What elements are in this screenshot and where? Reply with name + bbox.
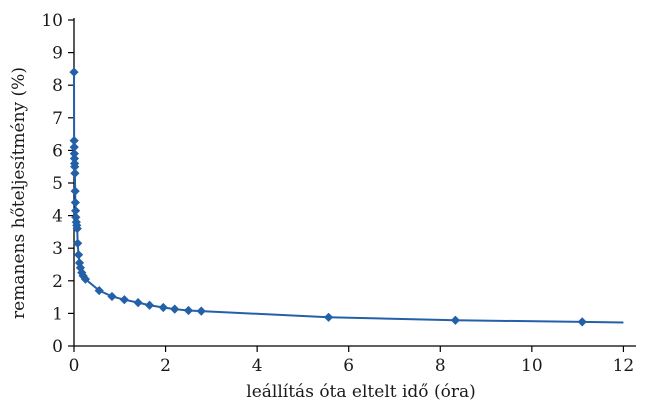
y-tick-label: 4 xyxy=(52,207,63,227)
data-point-marker xyxy=(77,268,87,278)
data-point-marker xyxy=(69,142,79,152)
data-point-marker xyxy=(69,153,80,164)
x-axis-label: leállítás óta eltelt idő (óra) xyxy=(246,382,475,400)
x-tick-label: 10 xyxy=(521,356,543,376)
y-tick-label: 2 xyxy=(52,272,63,292)
data-point-marker xyxy=(323,312,334,322)
data-point-marker xyxy=(577,317,587,327)
x-tick-label: 6 xyxy=(343,356,354,376)
y-tick-label: 5 xyxy=(52,174,63,194)
data-point-marker xyxy=(70,197,80,208)
y-axis-ticks: 0 1 2 3 4 5 6 7 8 9 10 xyxy=(41,11,74,357)
y-tick-label: 6 xyxy=(52,141,63,161)
data-point-marker xyxy=(170,304,180,314)
data-point-marker xyxy=(119,295,129,305)
data-point-marker xyxy=(73,250,84,260)
y-tick-label: 3 xyxy=(52,239,63,259)
data-point-marker xyxy=(196,306,206,316)
x-tick-label: 0 xyxy=(69,356,80,376)
data-point-marker xyxy=(133,298,143,308)
y-tick-label: 9 xyxy=(52,44,63,64)
data-point-marker xyxy=(94,285,104,296)
data-point-marker xyxy=(73,238,83,248)
y-tick-label: 7 xyxy=(52,109,63,129)
data-point-marker xyxy=(107,291,117,302)
series-layer xyxy=(69,67,624,327)
y-tick-label: 0 xyxy=(52,337,63,357)
data-point-marker xyxy=(183,305,194,316)
data-point-marker xyxy=(69,136,79,146)
x-tick-label: 12 xyxy=(613,356,635,376)
x-tick-label: 8 xyxy=(435,356,446,376)
x-tick-label: 2 xyxy=(160,356,171,376)
data-point-marker xyxy=(70,162,80,172)
data-point-marker xyxy=(72,224,82,234)
data-point-marker xyxy=(71,206,81,216)
data-point-marker xyxy=(71,212,81,222)
data-point-marker xyxy=(450,315,460,325)
data-point-marker xyxy=(70,168,80,178)
data-point-marker xyxy=(80,274,91,284)
data-point-marker xyxy=(144,300,155,310)
series-line xyxy=(73,72,624,324)
data-point-marker xyxy=(69,149,79,159)
data-point-marker xyxy=(70,186,80,196)
data-point-marker xyxy=(69,67,79,77)
y-axis-label: remanens hőteljesítmény (%) xyxy=(9,67,29,319)
data-point-marker xyxy=(78,271,88,281)
data-point-marker xyxy=(158,302,168,313)
y-tick-label: 10 xyxy=(41,11,63,31)
x-tick-label: 4 xyxy=(252,356,263,376)
y-tick-label: 1 xyxy=(52,304,63,324)
y-tick-label: 8 xyxy=(52,76,63,96)
x-axis-ticks: 0 2 4 6 8 10 12 xyxy=(69,346,635,376)
